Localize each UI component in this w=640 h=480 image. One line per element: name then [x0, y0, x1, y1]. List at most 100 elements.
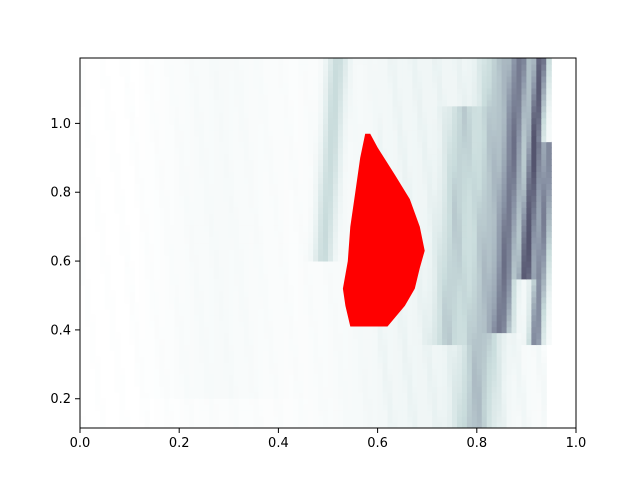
heatmap-cell: [382, 135, 389, 143]
heatmap-cell: [382, 392, 389, 399]
heatmap-cell: [328, 260, 334, 268]
heatmap-cell: [308, 129, 314, 137]
heatmap-cell: [476, 422, 483, 428]
heatmap-cell: [159, 254, 165, 262]
heatmap-cell: [332, 416, 339, 423]
heatmap-cell: [432, 284, 438, 292]
heatmap-cell: [486, 350, 493, 357]
heatmap-cell: [184, 356, 190, 363]
heatmap-cell: [437, 231, 443, 238]
heatmap-cell: [496, 404, 503, 411]
heatmap-cell: [471, 189, 478, 196]
heatmap-cell: [204, 254, 210, 262]
heatmap-cell: [337, 302, 344, 310]
heatmap-cell: [442, 350, 448, 357]
heatmap-cell: [377, 344, 384, 352]
heatmap-cell: [546, 225, 552, 232]
heatmap-cell: [184, 362, 190, 369]
heatmap-cell: [248, 356, 255, 363]
heatmap-cell: [323, 243, 329, 250]
heatmap-cell: [442, 398, 448, 405]
heatmap-cell: [129, 266, 136, 274]
heatmap-cell: [268, 386, 275, 393]
heatmap-cell: [412, 141, 418, 149]
heatmap-cell: [511, 195, 518, 202]
heatmap-cell: [288, 338, 294, 346]
heatmap-cell: [303, 147, 309, 155]
heatmap-cell: [546, 183, 552, 190]
heatmap-cell: [169, 320, 175, 328]
heatmap-cell: [511, 374, 518, 381]
heatmap-cell: [248, 243, 255, 250]
heatmap-cell: [506, 147, 513, 155]
heatmap-cell: [536, 272, 542, 280]
heatmap-cell: [432, 296, 438, 304]
heatmap-cell: [164, 135, 170, 143]
heatmap-cell: [412, 422, 418, 428]
heatmap-cell: [273, 231, 279, 238]
heatmap-cell: [213, 93, 220, 101]
heatmap-cell: [263, 254, 270, 262]
heatmap-cell: [308, 302, 314, 310]
heatmap-cell: [174, 135, 180, 143]
heatmap-cell: [283, 350, 289, 357]
heatmap-cell: [323, 290, 329, 298]
heatmap-cell: [328, 201, 334, 208]
heatmap-cell: [104, 99, 111, 107]
heatmap-cell: [263, 416, 270, 423]
heatmap-cell: [243, 117, 250, 125]
heatmap-cell: [541, 153, 547, 161]
heatmap-cell: [278, 320, 284, 328]
heatmap-cell: [208, 87, 215, 95]
heatmap-cell: [516, 296, 523, 304]
heatmap-cell: [223, 93, 230, 101]
heatmap-cell: [352, 386, 359, 393]
heatmap-cell: [174, 338, 180, 346]
heatmap-cell: [422, 123, 428, 131]
heatmap-cell: [213, 219, 220, 226]
heatmap-cell: [179, 374, 185, 381]
heatmap-cell: [243, 105, 250, 113]
heatmap-cell: [238, 380, 245, 387]
heatmap-cell: [213, 278, 220, 286]
heatmap-cell: [119, 404, 126, 411]
heatmap-cell: [342, 404, 349, 411]
heatmap-cell: [452, 225, 458, 232]
heatmap-cell: [481, 266, 488, 274]
heatmap-cell: [318, 314, 324, 322]
heatmap-cell: [332, 398, 339, 405]
heatmap-cell: [293, 290, 299, 298]
heatmap-cell: [318, 254, 324, 262]
heatmap-cell: [268, 195, 275, 202]
heatmap-cell: [337, 272, 344, 280]
heatmap-cell: [481, 207, 488, 214]
heatmap-cell: [372, 105, 379, 113]
heatmap-cell: [298, 207, 304, 214]
heatmap-cell: [169, 201, 175, 208]
heatmap-cell: [486, 386, 493, 393]
heatmap-cell: [273, 410, 279, 417]
heatmap-cell: [357, 386, 364, 393]
heatmap-cell: [228, 398, 235, 405]
heatmap-cell: [253, 302, 260, 310]
heatmap-cell: [427, 314, 433, 322]
heatmap-cell: [313, 111, 319, 119]
heatmap-cell: [238, 374, 245, 381]
heatmap-cell: [536, 374, 542, 381]
heatmap-cell: [159, 326, 165, 334]
heatmap-cell: [199, 374, 205, 381]
heatmap-cell: [253, 356, 260, 363]
heatmap-cell: [233, 296, 240, 304]
heatmap-cell: [208, 99, 215, 107]
heatmap-cell: [124, 278, 131, 286]
heatmap-cell: [189, 117, 195, 125]
heatmap-cell: [194, 237, 200, 244]
heatmap-cell: [149, 183, 155, 190]
heatmap-cell: [471, 171, 478, 178]
heatmap-cell: [496, 386, 503, 393]
heatmap-cell: [486, 117, 493, 125]
heatmap-cell: [298, 266, 304, 274]
heatmap-cell: [263, 171, 270, 178]
heatmap-cell: [516, 308, 523, 316]
heatmap-cell: [233, 99, 240, 107]
